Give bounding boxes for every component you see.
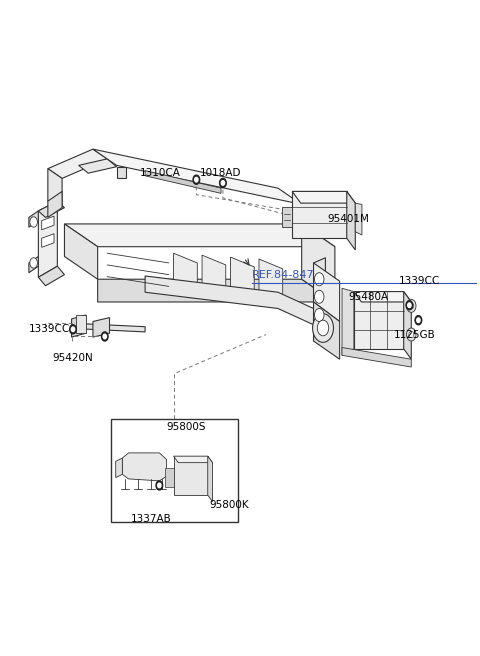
Circle shape (30, 216, 37, 227)
Circle shape (158, 483, 161, 487)
Polygon shape (72, 323, 145, 332)
Polygon shape (64, 224, 335, 247)
Polygon shape (292, 192, 347, 238)
Polygon shape (174, 253, 197, 295)
Circle shape (219, 178, 226, 188)
Circle shape (221, 180, 225, 185)
Circle shape (314, 290, 324, 303)
Circle shape (406, 300, 413, 310)
Circle shape (101, 332, 108, 341)
Polygon shape (230, 257, 254, 299)
Text: 95401M: 95401M (328, 214, 370, 224)
Text: REF.84-847: REF.84-847 (252, 270, 314, 279)
Circle shape (103, 334, 107, 338)
Polygon shape (145, 171, 221, 194)
Polygon shape (145, 276, 321, 328)
Polygon shape (93, 318, 109, 337)
Polygon shape (29, 211, 38, 227)
Polygon shape (355, 203, 362, 235)
Polygon shape (202, 255, 226, 297)
Circle shape (72, 327, 75, 331)
Polygon shape (342, 348, 411, 367)
Circle shape (417, 318, 420, 323)
Polygon shape (404, 291, 411, 359)
Circle shape (70, 325, 76, 334)
Polygon shape (116, 458, 122, 478)
Circle shape (312, 314, 334, 342)
Polygon shape (122, 453, 167, 481)
Text: 1125GB: 1125GB (394, 329, 436, 340)
Bar (111, 419, 238, 522)
Text: 95480A: 95480A (348, 292, 388, 302)
Circle shape (156, 481, 163, 490)
Text: 1337AB: 1337AB (131, 514, 172, 523)
Circle shape (409, 331, 414, 338)
Polygon shape (38, 201, 57, 277)
Polygon shape (313, 258, 325, 341)
Polygon shape (64, 224, 97, 279)
Circle shape (408, 303, 411, 308)
Text: 1339CC: 1339CC (29, 324, 70, 335)
Polygon shape (29, 256, 38, 273)
Polygon shape (97, 279, 335, 302)
Polygon shape (313, 302, 340, 359)
Text: 1310CA: 1310CA (140, 168, 180, 178)
Polygon shape (174, 456, 208, 495)
Circle shape (314, 273, 324, 286)
Polygon shape (174, 456, 213, 462)
Polygon shape (347, 192, 355, 250)
Polygon shape (38, 201, 64, 217)
Text: 1018AD: 1018AD (200, 168, 241, 178)
Polygon shape (48, 169, 62, 208)
Polygon shape (354, 291, 404, 349)
Polygon shape (72, 315, 86, 337)
Circle shape (30, 258, 37, 268)
Circle shape (407, 328, 416, 341)
Polygon shape (48, 149, 107, 178)
Circle shape (407, 299, 416, 312)
Polygon shape (48, 192, 62, 217)
Polygon shape (42, 234, 54, 247)
Circle shape (195, 177, 198, 182)
Circle shape (314, 308, 324, 321)
Text: 1339CC: 1339CC (399, 276, 440, 286)
Polygon shape (208, 456, 213, 502)
Circle shape (193, 175, 200, 184)
Polygon shape (313, 263, 340, 321)
Polygon shape (38, 266, 64, 286)
Polygon shape (259, 259, 283, 301)
Circle shape (317, 320, 329, 336)
Circle shape (409, 302, 414, 309)
Polygon shape (301, 224, 335, 302)
Polygon shape (342, 289, 354, 356)
Text: 95800K: 95800K (209, 500, 249, 510)
Text: 95800S: 95800S (167, 422, 206, 432)
Polygon shape (79, 159, 117, 173)
Polygon shape (292, 192, 355, 203)
Polygon shape (282, 207, 292, 226)
Polygon shape (76, 315, 86, 333)
Polygon shape (93, 149, 301, 205)
Circle shape (415, 316, 422, 325)
Polygon shape (42, 216, 54, 230)
Text: 95420N: 95420N (53, 353, 93, 363)
Polygon shape (117, 167, 126, 178)
Polygon shape (354, 291, 411, 302)
Bar (165, 468, 174, 487)
